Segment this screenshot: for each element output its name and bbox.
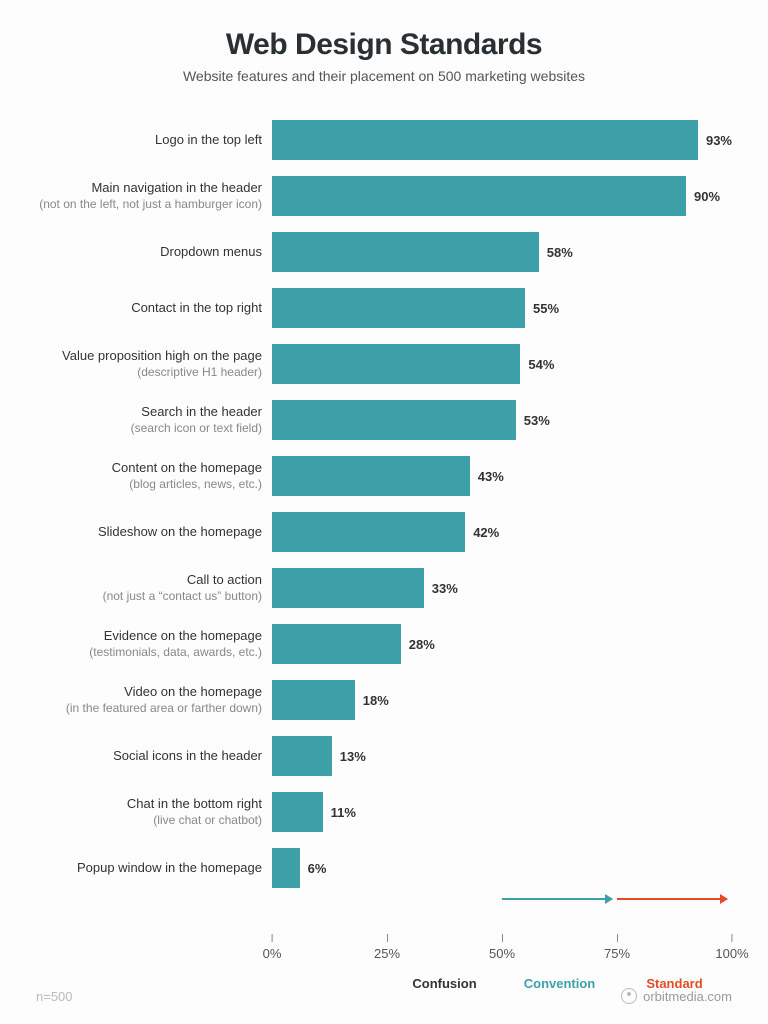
bar-row: Popup window in the homepage 6% [36,840,732,896]
sample-size: n=500 [36,989,73,1004]
bar-row: Slideshow on the homepage 42% [36,504,732,560]
bar-label: Value proposition high on the page(descr… [36,348,272,379]
legend-arrow [502,898,612,900]
bar-label: Video on the homepage(in the featured ar… [36,684,272,715]
legend-arrow [617,898,727,900]
x-tick: 75% [604,934,630,961]
bar-value: 43% [478,469,504,484]
bar-label: Content on the homepage(blog articles, n… [36,460,272,491]
bar-sublabel: (in the featured area or farther down) [36,701,262,716]
orbit-icon [621,988,637,1004]
source-credit: orbitmedia.com [621,988,732,1004]
bar [272,120,698,160]
bar-row: Call to action(not just a “contact us” b… [36,560,732,616]
bar-sublabel: (descriptive H1 header) [36,365,262,380]
bar-label: Chat in the bottom right(live chat or ch… [36,796,272,827]
bar-row: Value proposition high on the page(descr… [36,336,732,392]
bar-sublabel: (search icon or text field) [36,421,262,436]
chart-title: Web Design Standards [36,28,732,62]
bar-label: Call to action(not just a “contact us” b… [36,572,272,603]
bar-sublabel: (not on the left, not just a hamburger i… [36,197,262,212]
bar-label: Evidence on the homepage(testimonials, d… [36,628,272,659]
bar-label: Search in the header(search icon or text… [36,404,272,435]
bar-sublabel: (live chat or chatbot) [36,813,262,828]
bar [272,568,424,608]
bar-row: Evidence on the homepage(testimonials, d… [36,616,732,672]
bar-value: 6% [308,861,327,876]
bar-label: Social icons in the header [36,748,272,764]
x-tick: 0% [263,934,282,961]
bar-value: 13% [340,749,366,764]
bar [272,400,516,440]
bar-label: Popup window in the homepage [36,860,272,876]
bar-value: 53% [524,413,550,428]
bar [272,512,465,552]
bar [272,456,470,496]
bar-row: Chat in the bottom right(live chat or ch… [36,784,732,840]
bar-row: Content on the homepage(blog articles, n… [36,448,732,504]
legend-arrows [272,898,732,928]
bar-value: 58% [547,245,573,260]
x-axis: 0%25%50%75%100% [36,934,732,974]
x-tick: 50% [489,934,515,961]
bar-row: Search in the header(search icon or text… [36,392,732,448]
bar-value: 33% [432,581,458,596]
source-text: orbitmedia.com [643,989,732,1004]
bar [272,680,355,720]
bar-row: Dropdown menus 58% [36,224,732,280]
bar-value: 54% [528,357,554,372]
bar-row: Contact in the top right 55% [36,280,732,336]
bar-row: Social icons in the header 13% [36,728,732,784]
x-tick: 100% [715,934,748,961]
bar [272,624,401,664]
bar-row: Main navigation in the header(not on the… [36,168,732,224]
bar [272,848,300,888]
bar-value: 93% [706,133,732,148]
bar-value: 18% [363,693,389,708]
bar-row: Logo in the top left 93% [36,112,732,168]
bar [272,344,520,384]
bar-label: Logo in the top left [36,132,272,148]
bar-value: 11% [331,805,356,820]
bar-value: 28% [409,637,435,652]
bar-row: Video on the homepage(in the featured ar… [36,672,732,728]
bar [272,176,686,216]
bar [272,736,332,776]
bar-value: 42% [473,525,499,540]
bar [272,792,323,832]
chart-subtitle: Website features and their placement on … [36,68,732,84]
bar-value: 55% [533,301,559,316]
bar-value: 90% [694,189,720,204]
bar-label: Dropdown menus [36,244,272,260]
bar [272,288,525,328]
bar-chart: Logo in the top left 93% Main navigation i… [36,112,732,896]
bar-label: Contact in the top right [36,300,272,316]
bar [272,232,539,272]
bar-sublabel: (not just a “contact us” button) [36,589,262,604]
bar-label: Slideshow on the homepage [36,524,272,540]
bar-sublabel: (blog articles, news, etc.) [36,477,262,492]
x-tick: 25% [374,934,400,961]
bar-sublabel: (testimonials, data, awards, etc.) [36,645,262,660]
bar-label: Main navigation in the header(not on the… [36,180,272,211]
